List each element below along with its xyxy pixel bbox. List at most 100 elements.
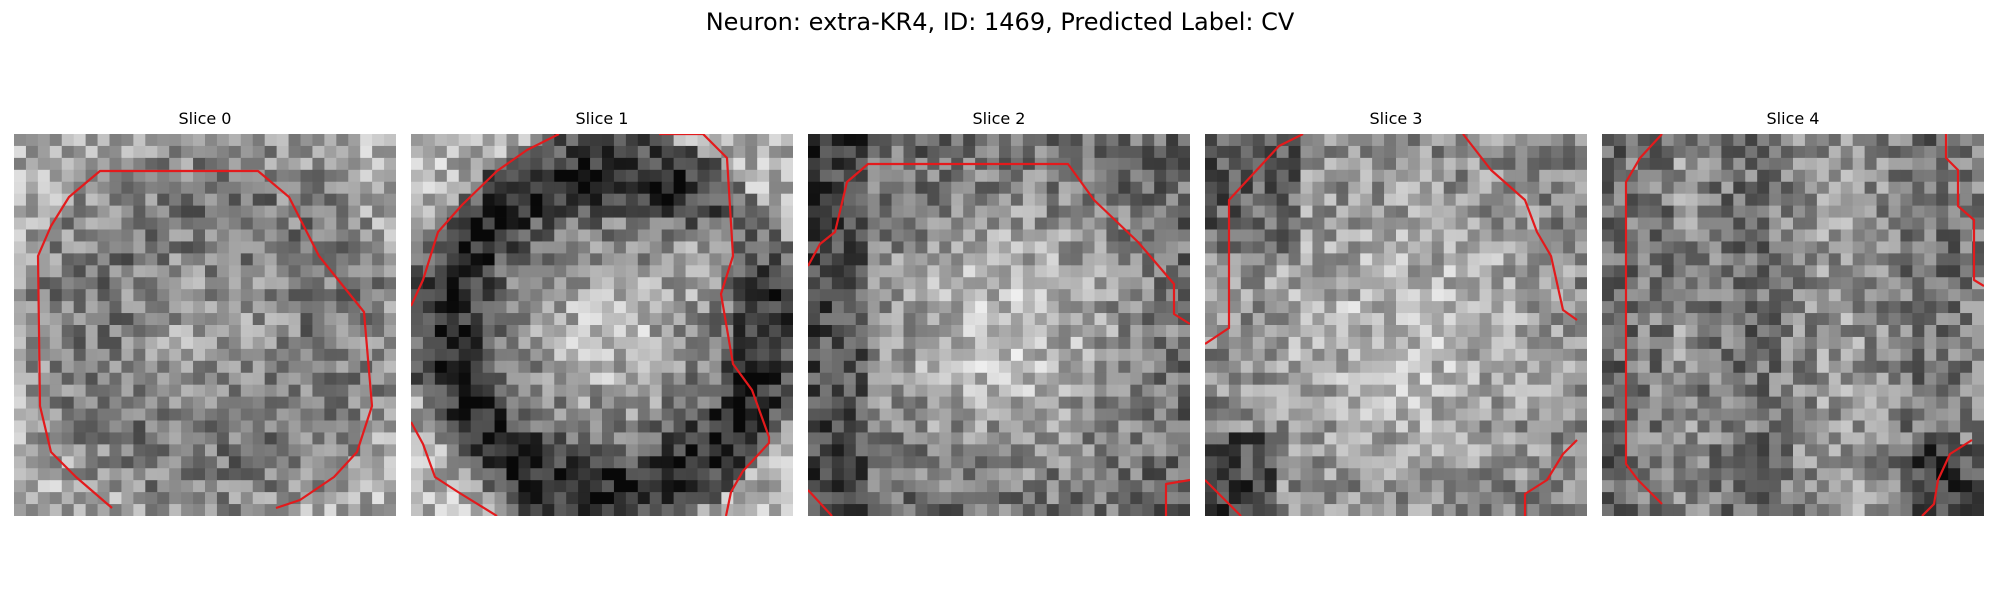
image-pixel (530, 456, 543, 469)
image-pixel (999, 181, 1012, 195)
image-pixel (1503, 468, 1516, 481)
image-pixel (73, 420, 87, 433)
image-pixel (1673, 134, 1686, 147)
image-pixel (1166, 169, 1179, 183)
image-pixel (336, 253, 349, 266)
image-pixel (649, 145, 663, 159)
image-pixel (602, 229, 615, 242)
image-pixel (1130, 134, 1143, 147)
image-pixel (637, 468, 651, 481)
image-pixel (97, 444, 110, 457)
image-pixel (602, 336, 615, 350)
image-pixel (709, 408, 722, 421)
image-pixel (470, 205, 484, 218)
contour-line (808, 162, 1190, 325)
image-pixel (1575, 444, 1587, 457)
image-pixel (999, 313, 1012, 326)
slice-title-3: Slice 3 (1369, 109, 1423, 128)
image-pixel (590, 348, 603, 362)
image-pixel (1551, 384, 1564, 398)
image-pixel (1491, 504, 1504, 516)
image-pixel (1503, 193, 1516, 207)
image-pixel (1781, 205, 1794, 218)
image-pixel (1515, 157, 1528, 171)
image-pixel (721, 408, 734, 421)
image-pixel (205, 480, 218, 493)
image-pixel (1479, 480, 1492, 493)
image-pixel (157, 229, 170, 242)
image-pixel (1721, 289, 1734, 302)
image-pixel (1443, 265, 1457, 278)
image-pixel (145, 301, 158, 314)
image-pixel (1118, 157, 1131, 171)
image-pixel (518, 360, 531, 374)
image-pixel (458, 432, 472, 445)
image-pixel (1733, 313, 1746, 326)
image-pixel (1661, 360, 1675, 374)
image-pixel (1094, 492, 1107, 505)
image-pixel (312, 468, 325, 481)
image-pixel (625, 480, 639, 493)
image-pixel (757, 217, 770, 230)
image-pixel (49, 360, 63, 374)
image-pixel (999, 348, 1012, 362)
image-pixel (1142, 193, 1155, 207)
image-pixel (709, 134, 722, 147)
image-pixel (1336, 265, 1349, 278)
image-pixel (590, 181, 603, 195)
image-pixel (1324, 325, 1337, 338)
image-pixel (915, 265, 928, 278)
image-pixel (637, 253, 651, 266)
image-pixel (1431, 480, 1445, 493)
image-pixel (228, 336, 242, 350)
image-pixel (288, 157, 301, 171)
image-pixel (360, 181, 373, 195)
image-pixel (1972, 289, 1984, 302)
image-pixel (73, 241, 87, 254)
image-pixel (1685, 277, 1698, 290)
image-pixel (1551, 145, 1564, 159)
image-pixel (855, 384, 869, 398)
image-pixel (927, 253, 940, 266)
image-pixel (808, 480, 821, 493)
image-pixel (411, 217, 424, 230)
image-pixel (1637, 193, 1651, 207)
image-pixel (769, 360, 782, 374)
image-pixel (252, 444, 266, 457)
image-pixel (554, 205, 567, 218)
image-pixel (1010, 181, 1024, 195)
image-pixel (891, 205, 904, 218)
image-pixel (1082, 492, 1095, 505)
image-pixel (987, 504, 1000, 516)
image-pixel (1912, 169, 1925, 183)
image-pixel (1757, 408, 1770, 421)
image-pixel (276, 313, 289, 326)
image-pixel (673, 480, 686, 493)
image-pixel (1396, 408, 1409, 421)
image-pixel (1396, 193, 1409, 207)
image-pixel (1613, 336, 1627, 350)
image-pixel (97, 456, 110, 469)
image-pixel (1372, 504, 1385, 516)
image-pixel (855, 360, 869, 374)
image-pixel (1130, 492, 1143, 505)
image-pixel (1228, 468, 1242, 481)
image-pixel (808, 420, 821, 433)
image-pixel (951, 169, 964, 183)
image-pixel (1467, 336, 1480, 350)
image-pixel (867, 420, 881, 433)
image-pixel (216, 217, 230, 230)
image-pixel (145, 492, 158, 505)
image-pixel (1118, 336, 1131, 350)
image-pixel (300, 169, 313, 183)
image-pixel (566, 372, 579, 386)
image-pixel (1527, 157, 1540, 171)
image-pixel (1130, 360, 1143, 374)
image-pixel (145, 265, 158, 278)
image-pixel (458, 181, 472, 195)
image-pixel (169, 492, 182, 505)
image-pixel (915, 336, 928, 350)
image-pixel (25, 432, 39, 445)
image-pixel (1034, 372, 1048, 386)
image-pixel (1154, 325, 1167, 338)
